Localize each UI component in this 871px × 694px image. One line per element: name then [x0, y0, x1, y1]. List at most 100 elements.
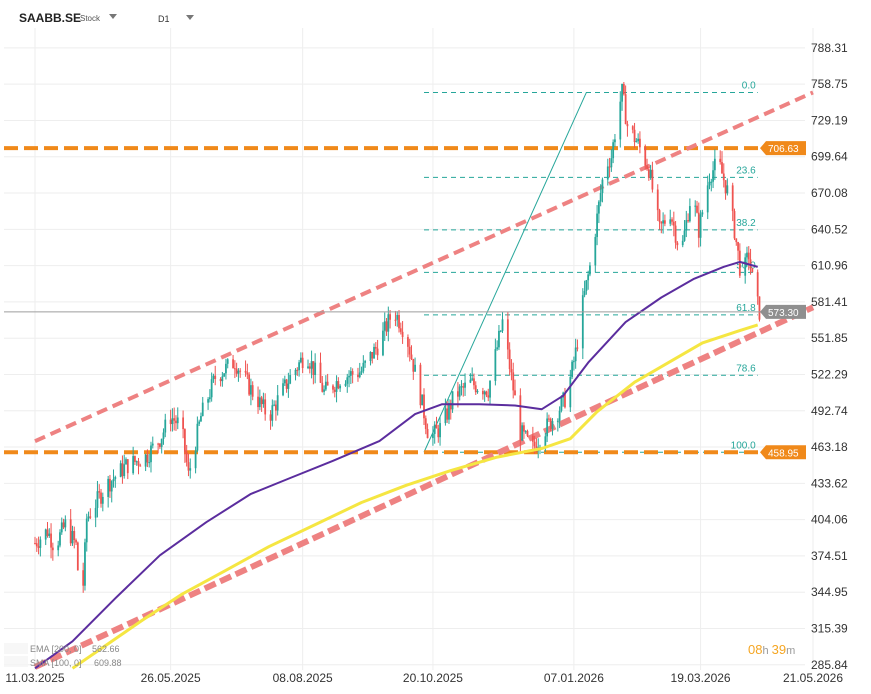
candle-body [289, 375, 292, 384]
instrument-type: Stock [80, 14, 101, 23]
candle-body [233, 368, 236, 370]
horizontal-levels[interactable] [4, 146, 805, 455]
fibonacci-retracement[interactable]: 0.0 23.6 38.2 50.0 61.8 78.6 100.0 [423, 80, 758, 453]
candle-body [594, 237, 597, 266]
candle-body [498, 330, 500, 348]
candle-body [464, 382, 466, 388]
candle-body [660, 221, 663, 224]
candle-body [226, 359, 229, 364]
candle-body [144, 454, 147, 467]
candle-body [544, 436, 547, 448]
time-axis[interactable]: 11.03.2025 26.05.2025 08.08.2025 20.10.2025… [5, 671, 843, 685]
indicator-legend: EMA [200, 0] 562.66 SMA [100, 0] 609.88 [4, 643, 122, 668]
legend-sma-label[interactable]: SMA [100, 0] [30, 658, 82, 668]
candle-body [385, 321, 388, 332]
candle-body [107, 478, 110, 497]
candle-body [696, 205, 698, 213]
fib-level-label-4: 61.8 [736, 303, 756, 314]
candle-body [239, 370, 242, 372]
candle-body [258, 397, 261, 408]
candle-body [499, 330, 502, 332]
candle-body [435, 424, 438, 429]
candle-body [596, 213, 598, 238]
channel-line-upper [34, 90, 814, 443]
legend-ema-label[interactable]: EMA [200, 0] [30, 644, 82, 654]
price-axis[interactable]: 788.31 758.75 729.19 699.64 670.08 640.52 610.… [811, 41, 848, 672]
candle-body [175, 420, 177, 424]
candle-body [37, 546, 40, 548]
y-tick-label-12: 433.62 [811, 476, 848, 490]
trend-channel[interactable] [33, 90, 815, 670]
candle-body [262, 399, 265, 405]
candle-body [697, 212, 700, 238]
candle-body [412, 358, 415, 372]
symbol-dropdown-icon[interactable] [109, 14, 117, 19]
candle-body [373, 346, 375, 359]
candle-body [647, 169, 650, 178]
candle-body [599, 193, 602, 202]
candle-body [109, 478, 111, 492]
candle-body [98, 491, 101, 493]
symbol-name[interactable]: SAABB.SE [19, 11, 81, 25]
candle-body [560, 397, 563, 411]
y-tick-label-15: 344.95 [811, 585, 848, 599]
timeframe-dropdown-icon[interactable] [186, 15, 194, 20]
level-badge-lower-text: 458.95 [768, 448, 799, 459]
candle-body [460, 386, 463, 388]
candle-body [200, 416, 202, 422]
candle-body [150, 445, 152, 463]
y-tick-label-16: 315.39 [811, 622, 848, 636]
candle-body [101, 496, 104, 504]
candle-body [264, 399, 267, 415]
candle-body [694, 205, 697, 207]
candle-body [349, 371, 352, 376]
candle-body [223, 373, 226, 377]
candle-body [114, 477, 117, 480]
candle-body [612, 142, 615, 159]
legend-swatch-sma [4, 656, 28, 667]
candle-body [59, 532, 61, 546]
candle-body [619, 101, 622, 140]
candle-body [506, 319, 509, 350]
candle-body [569, 376, 572, 408]
candle-body [656, 189, 659, 211]
candle-body [50, 533, 52, 548]
legend-sma-value: 609.88 [94, 658, 122, 668]
candle-body [210, 379, 213, 398]
candle-body [662, 220, 665, 224]
last-price-badge-text: 573.30 [768, 308, 799, 319]
candle-body [674, 225, 677, 243]
candle-body [173, 418, 176, 421]
candle-body [269, 414, 272, 421]
candle-body [419, 364, 422, 406]
candle-body [389, 314, 391, 320]
candle-body [219, 378, 222, 382]
y-tick-label-9: 522.29 [811, 367, 848, 381]
sma-100-line [34, 260, 758, 670]
candle-body [276, 395, 279, 411]
candle-body [601, 179, 604, 194]
candle-body [137, 461, 140, 466]
candle-body [119, 463, 122, 478]
candle-body [546, 418, 549, 437]
candle-body [608, 166, 611, 168]
candle-body [451, 391, 454, 410]
candle-body [581, 295, 584, 349]
x-tick-label-3: 20.10.2025 [403, 671, 463, 685]
candle-body [69, 519, 72, 544]
candle-body [301, 357, 304, 369]
candle-body [658, 210, 661, 222]
candle-body [308, 366, 311, 369]
candle-body [139, 465, 142, 467]
candle-body [260, 397, 263, 405]
candle-body [294, 369, 297, 376]
candle-body [374, 346, 377, 349]
y-tick-label-17: 285.84 [811, 658, 848, 672]
candle-body [444, 408, 447, 424]
timeframe-label[interactable]: D1 [158, 14, 170, 24]
candle-body [424, 418, 427, 429]
moving-averages [34, 260, 759, 670]
candle-body [319, 362, 322, 383]
candle-body [310, 361, 313, 369]
